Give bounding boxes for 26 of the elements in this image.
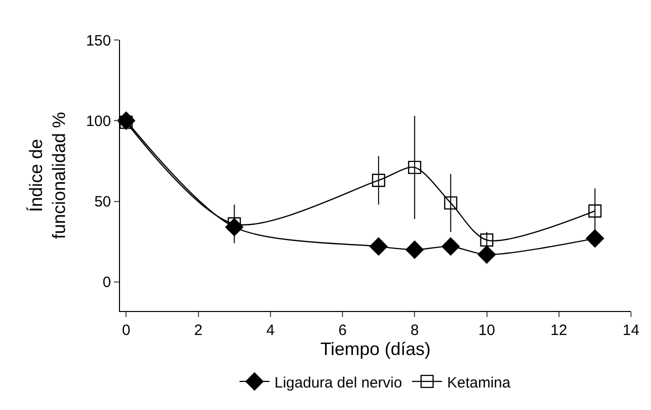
x-tick-label: 4 <box>266 322 275 339</box>
y-tick-label: 50 <box>94 194 111 211</box>
point <box>408 160 422 174</box>
x-tick-label: 14 <box>622 322 640 339</box>
legend-label: Ligadura del nervio <box>274 374 402 392</box>
point <box>442 237 460 256</box>
point <box>478 245 496 264</box>
point <box>406 240 424 259</box>
y-tick-label: 100 <box>86 112 111 130</box>
point <box>480 233 494 247</box>
x-tick-label: 0 <box>122 322 130 339</box>
y-tick-label: 150 <box>86 32 111 50</box>
legend-label: Ketamina <box>447 374 512 392</box>
x-tick-label: 12 <box>550 322 568 339</box>
point <box>370 237 388 256</box>
point <box>586 229 604 248</box>
x-axis-title: Tiempo (días) <box>320 339 431 359</box>
x-tick-label: 6 <box>338 322 347 339</box>
x-tick-label: 10 <box>478 322 496 339</box>
x-tick-label: 8 <box>410 322 419 339</box>
y-tick-label: 0 <box>102 274 111 292</box>
point <box>372 174 386 187</box>
y-axis-title: Índice de funcionalidad % <box>26 112 70 240</box>
point <box>588 204 602 218</box>
point <box>444 196 458 210</box>
x-tick-label: 2 <box>194 322 202 339</box>
